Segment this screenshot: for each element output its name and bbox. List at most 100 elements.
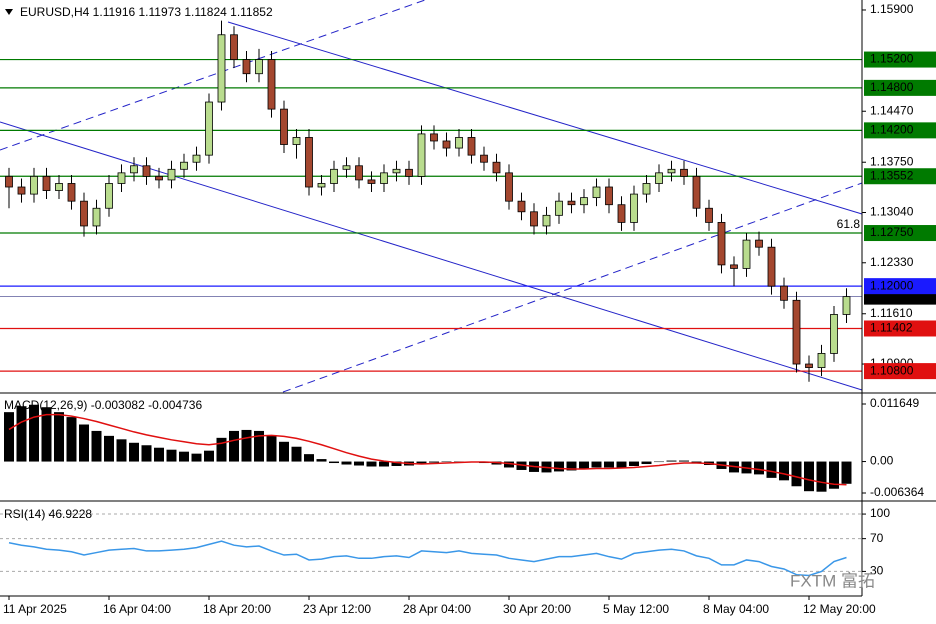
- x-tick-label: 16 Apr 04:00: [103, 602, 171, 616]
- macd-bar: [604, 461, 614, 468]
- candle-body: [692, 175, 701, 209]
- macd-bar: [104, 435, 114, 462]
- candle-body: [405, 168, 413, 177]
- macd-bar: [379, 461, 389, 467]
- rsi-title: RSI(14) 46.9228: [4, 507, 92, 521]
- candle-body: [42, 175, 51, 191]
- candle-body: [217, 34, 226, 103]
- candle-body: [730, 264, 738, 269]
- x-tick-label: 18 Apr 20:00: [203, 602, 271, 616]
- candle-body: [742, 239, 751, 269]
- x-tick-label: 30 Apr 20:00: [503, 602, 571, 616]
- candle-body: [342, 165, 351, 170]
- candle-body: [180, 161, 188, 170]
- candle-body: [780, 285, 788, 301]
- candle-body: [767, 246, 776, 287]
- candle-body: [567, 200, 576, 206]
- x-tick-label: 8 May 04:00: [703, 602, 769, 616]
- macd-title: MACD(12,26,9) -0.003082 -0.004736: [4, 398, 202, 412]
- candle-body: [330, 168, 338, 184]
- macd-bar: [354, 461, 364, 466]
- candle-body: [80, 200, 88, 227]
- candle-body: [592, 186, 601, 199]
- x-tick-label: 28 Apr 04:00: [403, 602, 471, 616]
- channel-line: [0, 0, 426, 151]
- candle-body: [642, 183, 651, 195]
- macd-bar: [216, 437, 227, 462]
- level-label-box: [864, 79, 936, 96]
- macd-bar: [504, 461, 514, 468]
- candle-body: [717, 222, 726, 266]
- candle-body: [105, 183, 113, 209]
- x-tick-label: 11 Apr 2025: [3, 602, 67, 616]
- candle-body: [280, 108, 288, 145]
- candle-body: [205, 101, 213, 156]
- macd-bar: [791, 461, 802, 487]
- macd-bar: [829, 461, 839, 489]
- macd-bar: [816, 461, 827, 492]
- macd-bar: [341, 461, 352, 465]
- macd-bar: [304, 454, 314, 462]
- macd-bar: [254, 430, 264, 462]
- macd-bar: [654, 461, 664, 463]
- x-tick-label: 23 Apr 12:00: [303, 602, 371, 616]
- y-tick-label: 70: [870, 531, 884, 545]
- channel-line: [282, 182, 863, 393]
- level-label-box: [864, 225, 936, 242]
- menu-arrow: [5, 9, 13, 15]
- macd-bar: [41, 407, 52, 462]
- macd-bar: [579, 461, 589, 470]
- candle-body: [667, 168, 676, 174]
- candle-body: [605, 186, 613, 206]
- candle-body: [317, 183, 326, 188]
- macd-bar: [566, 461, 577, 471]
- chart-title: EURUSD,H4 1.11916 1.11973 1.11824 1.1185…: [20, 5, 273, 19]
- macd-bar: [766, 461, 777, 478]
- candle-body: [805, 363, 813, 368]
- candle-body: [580, 197, 588, 206]
- candle-body: [480, 154, 488, 163]
- candle-body: [117, 172, 126, 184]
- macd-bar: [191, 453, 202, 462]
- macd-bar: [679, 460, 689, 462]
- macd-bar: [4, 412, 14, 462]
- level-label-box: [864, 168, 936, 185]
- level-label: 1.11402: [870, 321, 913, 335]
- candle-body: [417, 133, 426, 177]
- candle-body: [92, 207, 101, 227]
- candle-body: [555, 200, 563, 216]
- candle-body: [630, 193, 638, 223]
- macd-bar: [804, 461, 814, 492]
- macd-bar: [204, 450, 214, 462]
- macd-bar: [66, 417, 77, 462]
- macd-bar: [154, 447, 164, 462]
- macd-bar: [754, 461, 764, 475]
- macd-bar: [779, 461, 789, 481]
- y-tick-label: 0.00: [870, 454, 894, 468]
- candle-body: [830, 314, 838, 354]
- candle-body: [442, 140, 451, 149]
- candle-body: [705, 207, 713, 223]
- macd-bar: [329, 461, 339, 464]
- candle-body: [355, 165, 363, 181]
- macd-bar: [141, 445, 152, 462]
- macd-bar: [691, 461, 702, 463]
- level-label: 1.12000: [870, 278, 914, 292]
- y-tick-label: 1.12330: [870, 255, 914, 269]
- macd-bar: [54, 412, 64, 462]
- y-tick-label: 1.14470: [870, 103, 914, 117]
- candle-body: [230, 34, 238, 60]
- candle-body: [430, 133, 438, 142]
- trend-line: [227, 21, 863, 215]
- candle-body: [517, 200, 526, 213]
- level-label: 1.12750: [870, 225, 914, 239]
- candle-body: [67, 183, 76, 202]
- candle-body: [167, 168, 176, 181]
- candle-body: [30, 175, 38, 195]
- macd-bar: [441, 461, 452, 463]
- y-tick-label: 1.15900: [870, 2, 914, 16]
- level-label: 1.14800: [870, 80, 914, 94]
- macd-bar: [316, 459, 327, 462]
